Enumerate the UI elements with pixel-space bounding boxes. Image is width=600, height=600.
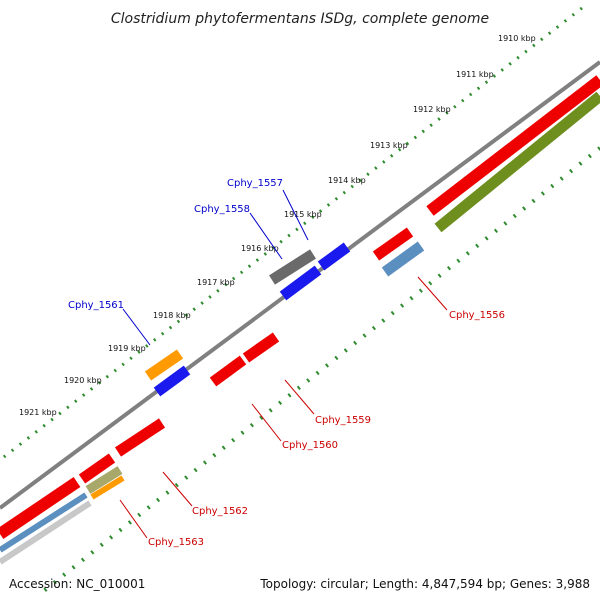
gene-track-olive-long[interactable]	[434, 91, 600, 233]
kbp-label: 1914 kbp	[328, 176, 366, 185]
gene-label-cphy-1561[interactable]: Cphy_1561	[68, 300, 124, 311]
kbp-label: 1913 kbp	[370, 141, 408, 150]
kbp-label: 1917 kbp	[197, 278, 235, 287]
leader-cphy-1563	[119, 499, 148, 539]
gene-label-cphy-1557[interactable]: Cphy_1557	[227, 178, 283, 189]
kbp-label: 1919 kbp	[108, 344, 146, 353]
gene-khaki[interactable]	[85, 466, 123, 494]
leader-cphy-1556	[417, 276, 448, 311]
kbp-label: 1918 kbp	[153, 311, 191, 320]
gene-cphy-1562[interactable]	[78, 453, 116, 484]
outer-tick-track	[0, 6, 583, 462]
gene-cphy-1556-red[interactable]	[372, 227, 414, 261]
leader-cphy-1559	[284, 379, 315, 415]
gene-cphy-1563[interactable]	[90, 475, 125, 500]
leader-cphy-1560	[251, 403, 282, 442]
gene-cphy-1558[interactable]	[279, 265, 322, 301]
kbp-label: 1911 kbp	[456, 70, 494, 79]
gene-cphy-1556[interactable]	[381, 241, 425, 277]
gene-label-cphy-1560[interactable]: Cphy_1560	[282, 440, 338, 451]
gene-cphy-1557[interactable]	[269, 249, 316, 285]
kbp-label: 1921 kbp	[19, 408, 57, 417]
gene-label-cphy-1559[interactable]: Cphy_1559	[315, 415, 371, 426]
gene-label-cphy-1556[interactable]: Cphy_1556	[449, 310, 505, 321]
kbp-label: 1916 kbp	[241, 244, 279, 253]
leader-cphy-1557	[282, 189, 309, 241]
gene-track-steelblue-left[interactable]	[0, 492, 88, 553]
leader-cphy-1562	[162, 471, 193, 507]
leader-cphy-1558	[249, 212, 283, 260]
gene-track-red-long[interactable]	[426, 75, 600, 216]
kbp-label: 1910 kbp	[498, 34, 536, 43]
map-title: Clostridium phytofermentans ISDg, comple…	[111, 11, 489, 27]
gene-label-cphy-1558[interactable]: Cphy_1558	[194, 204, 250, 215]
gene-red-mid[interactable]	[114, 418, 166, 457]
gene-track-lightgray-left[interactable]	[0, 500, 92, 565]
gene-label-cphy-1563[interactable]: Cphy_1563	[148, 537, 204, 548]
gene-cphy-1561[interactable]	[144, 349, 184, 381]
gene-blue-arrow[interactable]	[317, 242, 351, 271]
leader-cphy-1561	[122, 308, 151, 346]
topology-label: Topology: circular; Length: 4,847,594 bp…	[260, 577, 590, 591]
gene-track-red-left[interactable]	[0, 477, 81, 539]
kbp-label: 1915 kbp	[284, 210, 322, 219]
accession-label: Accession: NC_010001	[9, 577, 146, 591]
gene-cphy-1560[interactable]	[209, 355, 247, 387]
gene-cphy-1559[interactable]	[242, 332, 280, 363]
kbp-label: 1912 kbp	[413, 105, 451, 114]
gene-label-cphy-1562[interactable]: Cphy_1562	[192, 506, 248, 517]
gene-blue-small[interactable]	[153, 365, 191, 397]
kbp-label: 1920 kbp	[64, 376, 102, 385]
